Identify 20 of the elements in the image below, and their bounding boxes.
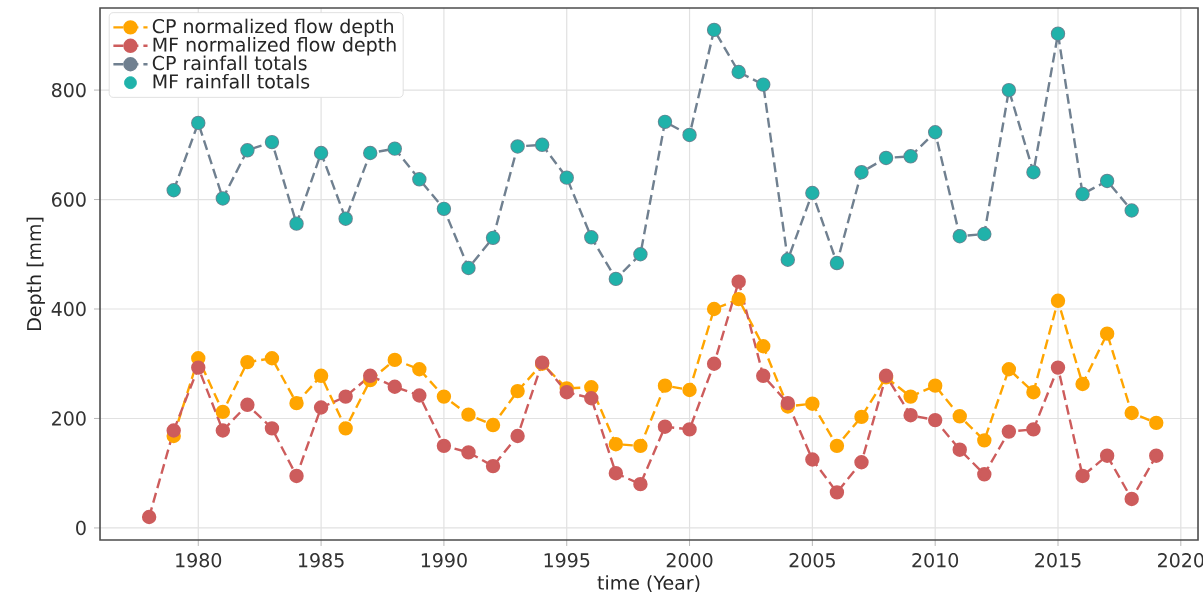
x-tick-label: 2000 — [666, 553, 713, 568]
legend-label: CP rainfall totals — [152, 55, 307, 71]
legend-label: CP normalized flow depth — [152, 18, 394, 38]
x-tick-label: 1995 — [544, 553, 590, 568]
x-tick-label: 2015 — [1035, 553, 1081, 568]
x-tick-label: 2005 — [789, 553, 835, 568]
y-tick-label: 0 — [76, 520, 86, 536]
y-tick-label: 800 — [51, 82, 86, 98]
x-tick-label: 2010 — [912, 553, 959, 568]
x-tick-label: 2020 — [1158, 553, 1203, 568]
legend-label: MF normalized flow depth — [153, 37, 396, 56]
y-tick-label: 200 — [52, 411, 86, 426]
y-tick-label: 600 — [52, 192, 86, 207]
y-tick-label: 400 — [51, 301, 86, 317]
legend-label: MF rainfall totals — [153, 73, 310, 89]
x-axis-title: time (Year) — [597, 575, 700, 593]
x-tick-label: 1980 — [176, 553, 222, 568]
x-tick-label: 1990 — [421, 553, 467, 568]
y-axis-title: Depth [mm] — [26, 217, 45, 331]
x-tick-label: 1985 — [299, 553, 344, 568]
